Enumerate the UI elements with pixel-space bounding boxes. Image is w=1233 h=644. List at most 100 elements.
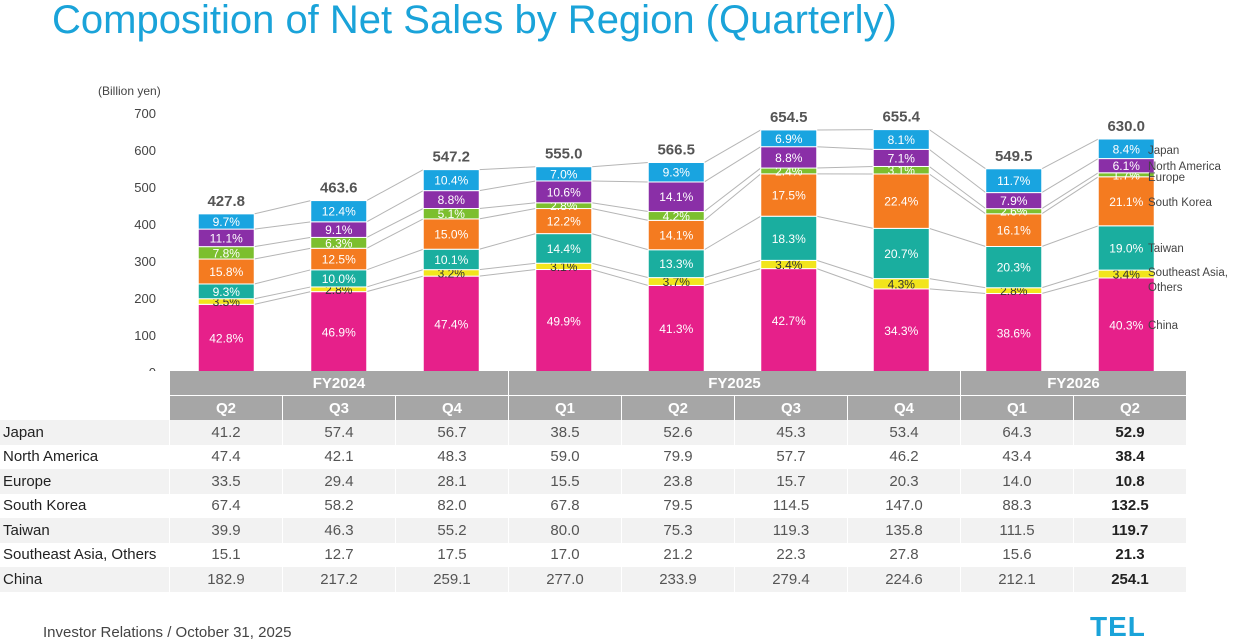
table-cell: 57.4 (282, 420, 396, 445)
table-cell: 67.4 (169, 493, 283, 518)
table-cell: 21.2 (621, 542, 735, 567)
segment-percent-label: 40.3% (1109, 318, 1143, 332)
segment-percent-label: 12.2% (547, 215, 581, 229)
connector-line (254, 236, 311, 248)
connector-line (704, 259, 761, 279)
table-cell: 28.1 (395, 469, 509, 494)
row-label: Europe (0, 469, 170, 494)
segment-percent-label: 41.3% (659, 322, 693, 336)
segment-percent-label: 9.3% (663, 166, 691, 180)
segment-percent-label: 18.3% (772, 232, 806, 246)
footer-text: Investor Relations / October 31, 2025 (43, 624, 292, 641)
legend-label: Taiwan (1148, 243, 1184, 255)
quarter-header-row: Q2 Q3 Q4 Q1 Q2 Q3 Q4 Q1 Q2 (0, 395, 1186, 420)
connector-line (254, 200, 311, 215)
segment-percent-label: 7.0% (550, 167, 578, 181)
table-cell: 45.3 (734, 420, 848, 445)
bar-segment (535, 166, 593, 182)
segment-percent-label: 8.4% (1113, 142, 1141, 156)
table-cell: 29.4 (282, 469, 396, 494)
connector-line (591, 208, 649, 221)
connector-line (816, 215, 874, 229)
connector-line (1041, 172, 1099, 210)
table-row: China 182.9 217.2 259.1 277.0 233.9 279.4 224.6… (0, 567, 1186, 592)
connector-line (366, 208, 424, 238)
row-label: North America (0, 444, 170, 469)
segment-percent-label: 4.3% (888, 277, 916, 291)
bar-total-label: 463.6 (320, 180, 358, 197)
y-tick-label: 700 (134, 106, 156, 121)
segment-percent-label: 7.9% (1000, 194, 1028, 208)
connector-line (703, 173, 762, 221)
quarter-header: Q2 (1073, 395, 1186, 420)
y-tick-label: 500 (134, 180, 156, 195)
segment-percent-label: 10.6% (547, 185, 581, 199)
table-cell: 47.4 (169, 444, 283, 469)
legend-label: Europe (1148, 172, 1185, 184)
bar-total-label: 566.5 (657, 142, 695, 159)
connector-line (1041, 176, 1099, 215)
connector-line (929, 278, 986, 289)
segment-percent-label: 19.0% (1109, 241, 1143, 255)
table-cell: 55.2 (395, 518, 509, 543)
connector-line (479, 180, 536, 192)
connector-line (591, 162, 649, 168)
connector-line (928, 173, 987, 215)
connector-line (1041, 277, 1099, 295)
bar-segment (1097, 176, 1155, 227)
quarter-header: Q4 (395, 395, 509, 420)
bar-segment (1097, 225, 1155, 271)
connector-line (703, 146, 762, 183)
fiscal-year-header: FY2025 (508, 371, 961, 396)
quarter-header: Q3 (282, 395, 396, 420)
segment-percent-label: 7.1% (888, 151, 916, 165)
bar-total-label: 549.5 (995, 148, 1033, 165)
segment-percent-label: 22.4% (884, 195, 918, 209)
bar-total-label: 655.4 (882, 109, 920, 126)
segment-percent-label: 10.4% (434, 174, 468, 188)
segment-percent-label: 5.1% (438, 207, 466, 221)
connector-line (703, 215, 762, 251)
connector-line (366, 218, 424, 249)
connector-line (591, 233, 649, 251)
stacked-bar-chart: 010020030040050060070042.8%3.5%9.3%15.8%… (134, 106, 1228, 380)
bar-segment (422, 218, 480, 250)
connector-line (591, 202, 649, 213)
table-cell: 135.8 (847, 518, 961, 543)
company-logo: TEL (1090, 611, 1146, 642)
bar-segment (197, 303, 255, 373)
table-cell: 15.7 (734, 469, 848, 494)
segment-percent-label: 3.4% (775, 258, 803, 272)
table-cell: 56.7 (395, 420, 509, 445)
table-cell: 46.2 (847, 444, 961, 469)
segment-percent-label: 46.9% (322, 325, 356, 339)
legend-label: North America (1148, 161, 1221, 173)
segment-percent-label: 8.8% (438, 193, 466, 207)
table-cell: 15.6 (960, 542, 1074, 567)
table-cell: 27.8 (847, 542, 961, 567)
segment-percent-label: 8.1% (888, 133, 916, 147)
table-cell: 80.0 (508, 518, 622, 543)
connector-line (254, 221, 311, 230)
table-cell: 254.1 (1073, 567, 1186, 592)
connector-line (366, 275, 424, 293)
bar-total-label: 654.5 (770, 109, 808, 126)
connector-line (479, 233, 536, 250)
connector-line (928, 148, 987, 193)
legend-label: Japan (1148, 145, 1179, 157)
bar-segment (197, 258, 255, 285)
table-cell: 212.1 (960, 567, 1074, 592)
fiscal-year-header: FY2024 (169, 371, 509, 396)
quarter-header: Q3 (734, 395, 848, 420)
table-cell: 38.5 (508, 420, 622, 445)
table-cell: 20.3 (847, 469, 961, 494)
bar-segment (985, 245, 1043, 289)
table-cell: 233.9 (621, 567, 735, 592)
segment-percent-label: 14.4% (547, 242, 581, 256)
table-cell: 57.7 (734, 444, 848, 469)
fiscal-year-header-row: FY2024 FY2025 FY2026 (0, 371, 1186, 396)
legend-label: Others (1148, 282, 1183, 294)
table-cell: 217.2 (282, 567, 396, 592)
bar-segment (535, 233, 593, 264)
fiscal-year-header: FY2026 (960, 371, 1186, 396)
